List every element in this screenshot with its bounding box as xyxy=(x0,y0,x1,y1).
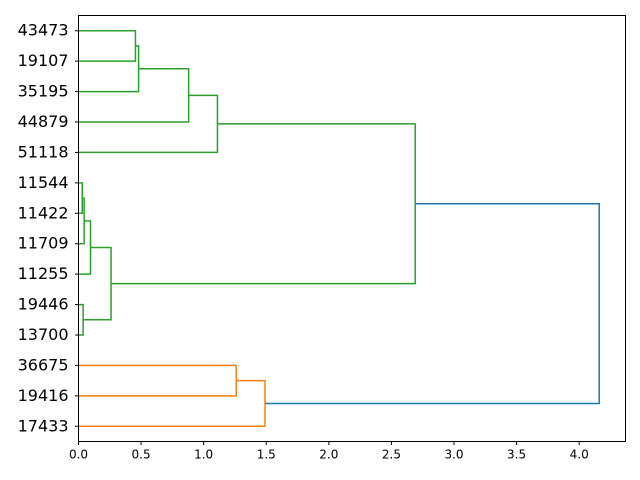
leaf-label: 11255 xyxy=(18,264,69,283)
dendrogram-link-c5 xyxy=(78,182,84,215)
dendrogram-link-c11 xyxy=(78,364,237,397)
dendrogram-link-c9 xyxy=(83,246,112,321)
x-tick-label: 4.0 xyxy=(570,448,589,462)
leaf-label: 51118 xyxy=(18,142,69,161)
leaf-label: 13700 xyxy=(18,325,69,344)
dendrogram-links xyxy=(78,29,600,428)
plot-frame xyxy=(78,15,626,442)
x-axis-ticks: 0.0 0.5 1.0 1.5 2.0 2.5 3.0 3.5 4.0 xyxy=(69,441,589,462)
leaf-label: 36675 xyxy=(18,355,69,374)
x-tick-label: 0.0 xyxy=(69,448,88,462)
x-tick-label: 3.0 xyxy=(444,448,463,462)
x-tick-label: 3.5 xyxy=(507,448,526,462)
dendrogram-link-c2 xyxy=(78,45,140,93)
dendrogram-link-c3 xyxy=(78,68,190,123)
leaf-label: 44879 xyxy=(18,112,69,131)
leaf-label: 17433 xyxy=(18,416,69,435)
leaf-label: 11709 xyxy=(18,234,69,253)
leaf-label: 11544 xyxy=(18,173,69,192)
leaf-label: 35195 xyxy=(18,82,69,101)
leaf-label: 19446 xyxy=(18,295,69,314)
dendrogram-link-c8 xyxy=(78,303,84,336)
dendrogram-link-c4 xyxy=(78,94,219,154)
x-tick-label: 0.5 xyxy=(132,448,151,462)
dendrogram-link-c12 xyxy=(78,379,266,428)
dendrogram-link-c1 xyxy=(78,29,137,62)
leaf-label: 19107 xyxy=(18,51,69,70)
dendrogram-link-c13 xyxy=(265,203,600,405)
dendrogram-link-c10 xyxy=(111,123,416,285)
dendrogram-link-c6 xyxy=(78,197,85,245)
x-tick-label: 1.5 xyxy=(257,448,276,462)
x-tick-label: 2.5 xyxy=(382,448,401,462)
leaf-labels: 43473 19107 35195 44879 51118 11544 11422 11709… xyxy=(18,21,79,435)
leaf-label: 11422 xyxy=(18,203,69,222)
x-tick-label: 1.0 xyxy=(194,448,213,462)
leaf-label: 43473 xyxy=(18,21,69,40)
x-tick-label: 2.0 xyxy=(319,448,338,462)
leaf-label: 19416 xyxy=(18,386,69,405)
